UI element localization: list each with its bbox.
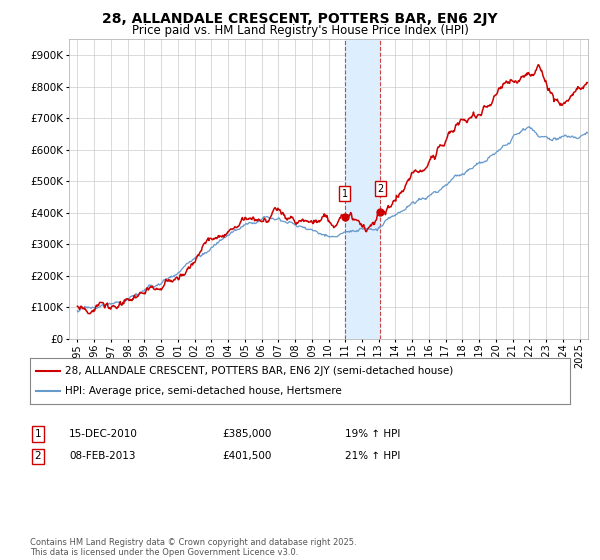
Text: HPI: Average price, semi-detached house, Hertsmere: HPI: Average price, semi-detached house,…: [65, 386, 342, 396]
Text: 15-DEC-2010: 15-DEC-2010: [69, 429, 138, 439]
Text: 21% ↑ HPI: 21% ↑ HPI: [345, 451, 400, 461]
Text: £401,500: £401,500: [222, 451, 271, 461]
Text: 1: 1: [34, 429, 41, 439]
Text: 28, ALLANDALE CRESCENT, POTTERS BAR, EN6 2JY: 28, ALLANDALE CRESCENT, POTTERS BAR, EN6…: [102, 12, 498, 26]
Text: 28, ALLANDALE CRESCENT, POTTERS BAR, EN6 2JY (semi-detached house): 28, ALLANDALE CRESCENT, POTTERS BAR, EN6…: [65, 366, 454, 376]
Text: 1: 1: [341, 189, 347, 199]
Text: 08-FEB-2013: 08-FEB-2013: [69, 451, 136, 461]
Text: £385,000: £385,000: [222, 429, 271, 439]
Text: 2: 2: [34, 451, 41, 461]
Text: Contains HM Land Registry data © Crown copyright and database right 2025.
This d: Contains HM Land Registry data © Crown c…: [30, 538, 356, 557]
Bar: [344, 39, 380, 339]
Text: 2: 2: [377, 184, 383, 194]
Text: 19% ↑ HPI: 19% ↑ HPI: [345, 429, 400, 439]
Text: Price paid vs. HM Land Registry's House Price Index (HPI): Price paid vs. HM Land Registry's House …: [131, 24, 469, 37]
